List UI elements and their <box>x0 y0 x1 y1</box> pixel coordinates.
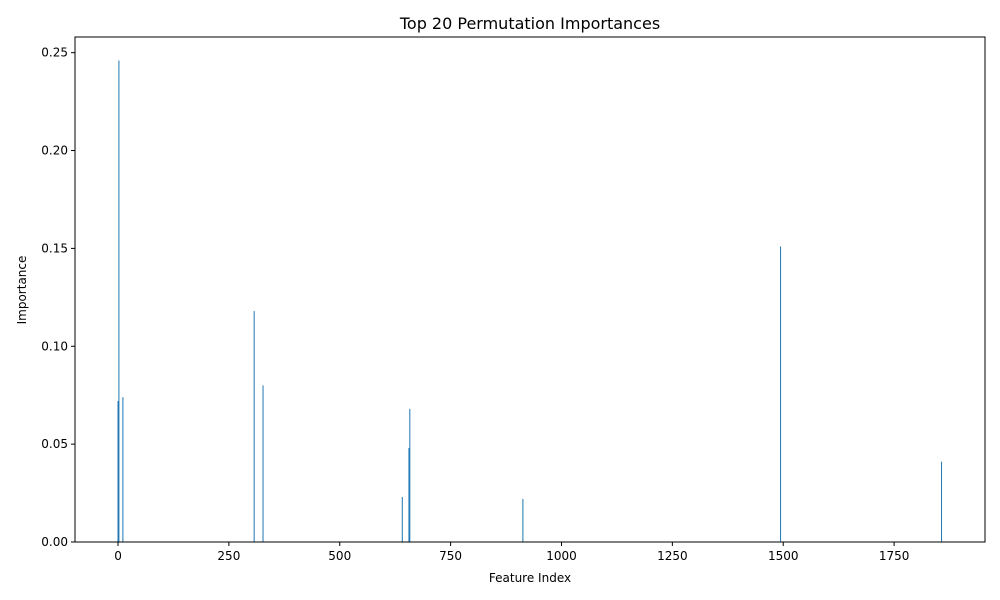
y-tick-label: 0.15 <box>41 241 68 255</box>
bar-feature-0 <box>117 401 119 542</box>
x-tick-label: 1750 <box>879 549 910 563</box>
bar-feature-11 <box>122 397 124 542</box>
x-axis-label: Feature Index <box>489 571 571 585</box>
y-tick-label: 0.00 <box>41 535 68 549</box>
x-tick-label: 1500 <box>768 549 799 563</box>
y-axis: 0.00 0.05 0.10 0.15 0.20 0.25 <box>41 46 75 549</box>
x-tick-label: 250 <box>217 549 240 563</box>
bar-feature-658 <box>409 408 411 542</box>
bar-feature-913 <box>522 498 524 542</box>
bar-feature-641 <box>401 496 403 542</box>
x-axis: 0 250 500 750 1000 1250 1500 1750 <box>114 542 909 563</box>
x-tick-label: 1000 <box>546 549 577 563</box>
y-tick-label: 0.10 <box>41 339 68 353</box>
x-tick-label: 500 <box>328 549 351 563</box>
bar-feature-1857 <box>941 461 943 542</box>
y-axis-label: Importance <box>15 256 29 325</box>
chart-title: Top 20 Permutation Importances <box>399 14 660 33</box>
y-tick-label: 0.25 <box>41 46 68 60</box>
plot-frame <box>74 36 986 543</box>
x-tick-label: 750 <box>439 549 462 563</box>
y-tick-label: 0.05 <box>41 437 68 451</box>
bar-feature-656 <box>408 448 410 542</box>
x-tick-label: 1250 <box>657 549 688 563</box>
bar-feature-1494 <box>780 246 782 542</box>
x-tick-label: 0 <box>114 549 122 563</box>
y-tick-label: 0.20 <box>41 144 68 158</box>
bar-feature-327 <box>262 385 264 542</box>
bars-group <box>117 60 943 543</box>
bar-feature-2 <box>118 60 120 543</box>
bar-feature-307 <box>253 311 255 542</box>
